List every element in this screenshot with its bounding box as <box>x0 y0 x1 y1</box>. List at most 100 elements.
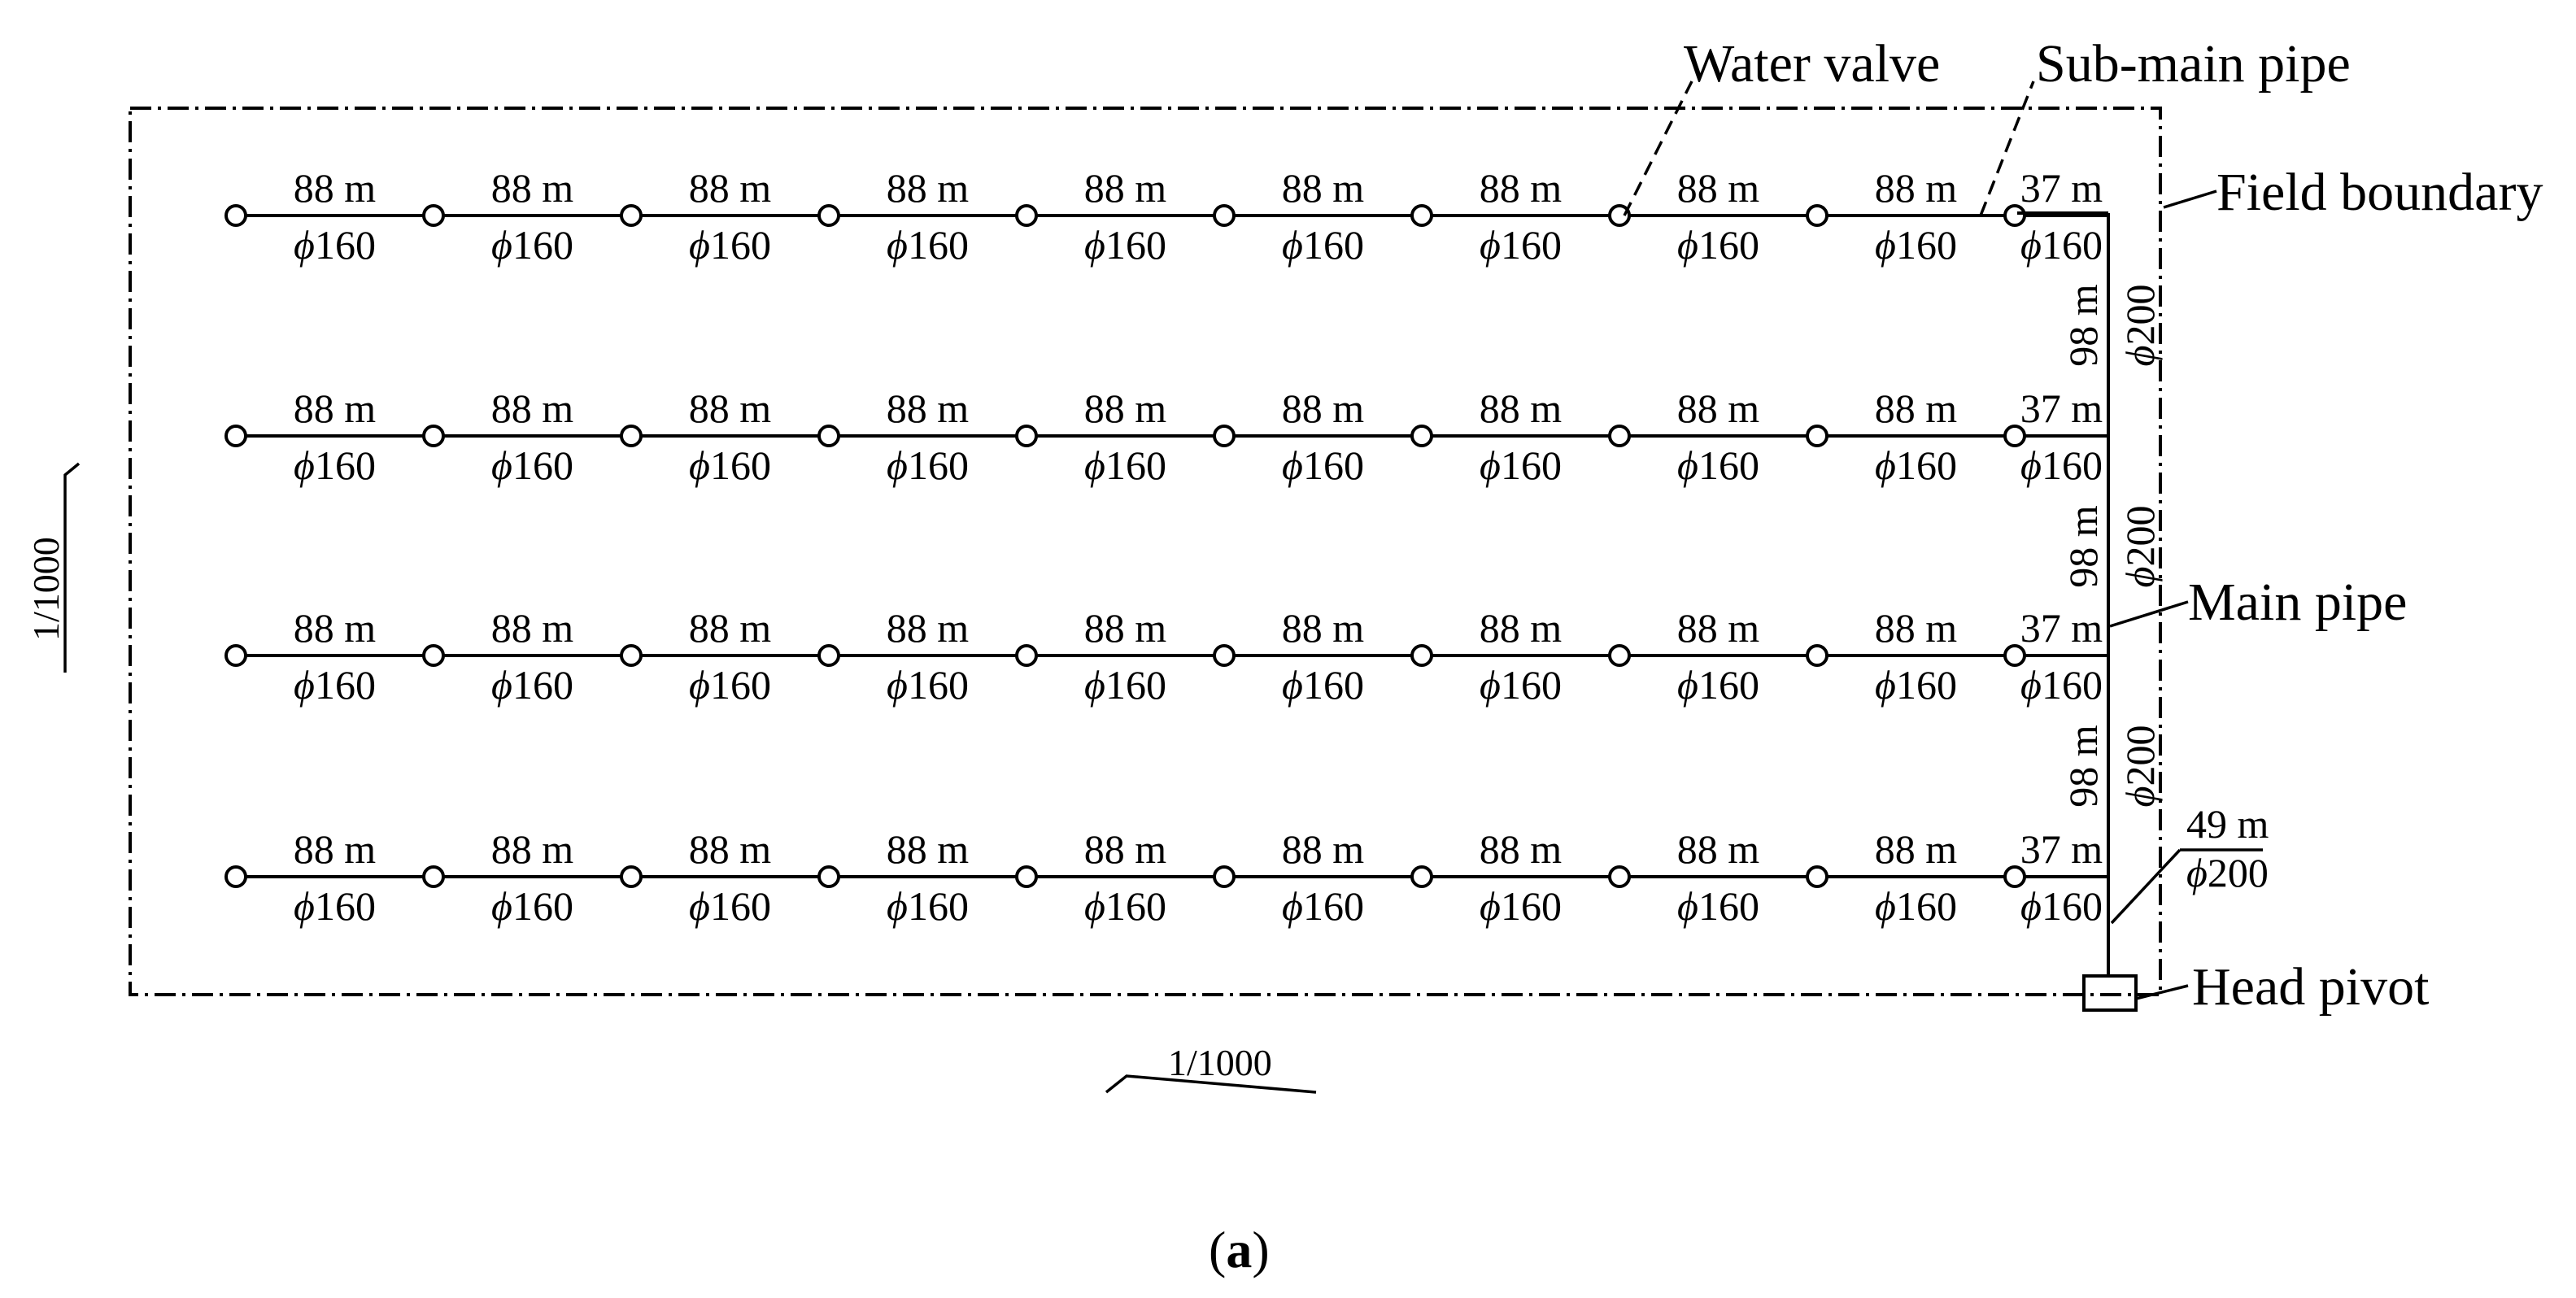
diameter-value: 160 <box>908 662 969 708</box>
diameter-value: 160 <box>1105 883 1166 929</box>
segment-length-label: 88 m <box>1875 605 1958 651</box>
diameter-value: 160 <box>908 883 969 929</box>
water-valve-node <box>1410 865 1433 888</box>
inlet-diameter-label: ϕ200 <box>2186 850 2269 895</box>
field-boundary <box>129 107 2162 996</box>
diameter-value: 160 <box>2042 662 2103 708</box>
segment-diameter-label: ϕ160 <box>1875 662 1957 708</box>
segment-length-label: 88 m <box>689 385 772 431</box>
segment-length-label: 37 m <box>2020 826 2103 872</box>
diameter-value: 160 <box>710 883 771 929</box>
segment-diameter-label: ϕ160 <box>1480 662 1562 708</box>
diameter-value: 160 <box>2042 442 2103 488</box>
segment-diameter-label: ϕ160 <box>491 883 573 929</box>
phi-symbol: ϕ <box>1282 883 1303 929</box>
water-valve-node <box>620 204 643 227</box>
phi-symbol: ϕ <box>2117 346 2163 367</box>
water-valve-node <box>1015 425 1038 447</box>
phi-symbol: ϕ <box>294 662 315 708</box>
phi-symbol: ϕ <box>2020 883 2042 929</box>
segment-diameter-label: ϕ160 <box>887 222 969 268</box>
segment-length-label: 88 m <box>1875 165 1958 211</box>
segment-length-label: 88 m <box>887 605 970 651</box>
segment-diameter-label: ϕ160 <box>1282 662 1364 708</box>
main-segment-length-label: 98 m <box>2060 284 2106 367</box>
water-valve-node <box>1213 204 1236 227</box>
water-valve-node <box>1410 204 1433 227</box>
water-valve-node <box>1015 644 1038 667</box>
segment-diameter-label: ϕ160 <box>2020 222 2103 268</box>
phi-symbol: ϕ <box>294 442 315 488</box>
phi-symbol: ϕ <box>1084 883 1105 929</box>
diameter-value: 160 <box>315 662 376 708</box>
segment-length-label: 37 m <box>2020 385 2103 431</box>
segment-diameter-label: ϕ160 <box>1480 442 1562 488</box>
head-pivot-leader <box>2135 984 2189 1000</box>
water-valve-node <box>422 204 445 227</box>
caption-open: ( <box>1209 1221 1226 1278</box>
segment-diameter-label: ϕ160 <box>1084 442 1166 488</box>
segment-length-label: 88 m <box>1480 165 1563 211</box>
main-segment-length-label: 98 m <box>2060 505 2106 588</box>
diameter-value: 160 <box>1896 222 1957 268</box>
head-pivot-label: Head pivot <box>2192 957 2429 1017</box>
segment-diameter-label: ϕ160 <box>1480 883 1562 929</box>
water-valve-node <box>1608 204 1631 227</box>
segment-diameter-label: ϕ160 <box>887 883 969 929</box>
segment-length-label: 88 m <box>294 826 377 872</box>
phi-symbol: ϕ <box>1677 883 1698 929</box>
diameter-value: 160 <box>2042 883 2103 929</box>
scale-x: 1/1000 <box>1105 1042 1317 1094</box>
segment-length-label: 88 m <box>1875 385 1958 431</box>
phi-symbol: ϕ <box>491 662 512 708</box>
segment-length-label: 88 m <box>887 165 970 211</box>
main-pipe-leader <box>2109 600 2189 628</box>
phi-symbol: ϕ <box>1480 662 1501 708</box>
segment-length-label: 88 m <box>491 165 574 211</box>
water-valve-node <box>224 204 247 227</box>
phi-symbol: ϕ <box>1480 222 1501 268</box>
water-valve-node <box>224 865 247 888</box>
segment-diameter-label: ϕ160 <box>1677 662 1759 708</box>
diameter-value: 160 <box>512 222 573 268</box>
scale-y-mark <box>63 462 81 673</box>
segment-diameter-label: ϕ160 <box>1875 883 1957 929</box>
phi-symbol: ϕ <box>1677 662 1698 708</box>
water-valve-node <box>1213 425 1236 447</box>
callouts: Water valve Sub-main pipe Field boundary… <box>1623 34 2543 1017</box>
segment-length-label: 88 m <box>1084 165 1167 211</box>
segment-length-label: 88 m <box>294 165 377 211</box>
diameter-value: 160 <box>1698 662 1759 708</box>
phi-symbol: ϕ <box>1480 883 1501 929</box>
diameter-value: 160 <box>1501 222 1562 268</box>
segment-length-label: 88 m <box>887 826 970 872</box>
segment-length-label: 88 m <box>689 165 772 211</box>
head-pivot-box <box>2082 974 2138 1012</box>
phi-symbol: ϕ <box>1875 883 1896 929</box>
segment-diameter-label: ϕ160 <box>294 442 376 488</box>
segment-diameter-label: ϕ160 <box>689 662 771 708</box>
segment-diameter-label: ϕ160 <box>2020 442 2103 488</box>
phi-symbol: ϕ <box>491 442 512 488</box>
water-valve-node <box>1015 204 1038 227</box>
phi-symbol: ϕ <box>1875 442 1896 488</box>
segment-length-label: 88 m <box>1282 165 1365 211</box>
phi-symbol: ϕ <box>689 442 710 488</box>
segment-diameter-label: ϕ160 <box>1677 442 1759 488</box>
inlet-length-label: 49 m <box>2186 801 2269 847</box>
diameter-value: 160 <box>1501 442 1562 488</box>
segment-diameter-label: ϕ160 <box>689 222 771 268</box>
water-valve-node <box>422 865 445 888</box>
water-valve-node <box>2003 644 2026 667</box>
phi-symbol: ϕ <box>2117 786 2163 808</box>
water-valve-node <box>620 644 643 667</box>
segment-diameter-label: ϕ160 <box>689 442 771 488</box>
water-valve-node <box>2003 204 2026 227</box>
phi-symbol: ϕ <box>2117 567 2163 588</box>
water-valve-node <box>422 644 445 667</box>
water-valve-node <box>817 425 840 447</box>
segment-length-label: 88 m <box>1480 826 1563 872</box>
segment-diameter-label: ϕ160 <box>1084 883 1166 929</box>
segment-length-label: 88 m <box>1282 605 1365 651</box>
segment-diameter-label: ϕ160 <box>1875 442 1957 488</box>
